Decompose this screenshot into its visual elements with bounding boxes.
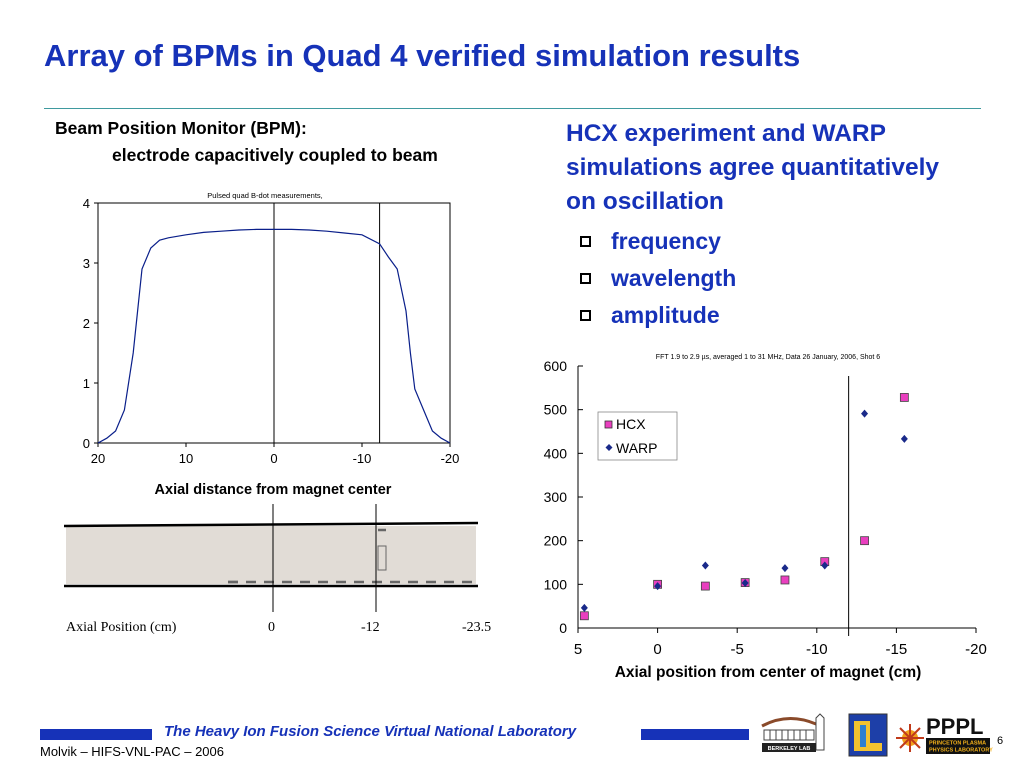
pipe-top-wall [63,521,479,528]
legend: HCX WARP [597,411,678,461]
y-tick-label: 200 [544,533,568,549]
results-heading-line-3: on oscillation [566,188,724,215]
chart-title: Pulsed quad B-dot measurements, [207,191,322,200]
data-point-warp [781,564,789,573]
bpm-electrode-box [377,545,387,571]
legend-label-warp: WARP [616,440,657,456]
data-point-hcx [579,611,589,621]
results-heading-line-1: HCX experiment and WARP [566,120,886,147]
bullet-label: amplitude [611,302,720,328]
bdot-line-chart: Pulsed quad B-dot measurements, 0 1 2 3 4 20 1… [83,191,460,498]
x-axis-label: Axial position from center of magnet (cm… [615,664,922,681]
checkbox-bullet-icon [580,310,591,321]
data-point-warp [900,434,908,443]
x-tick-label: -15 [886,641,908,658]
y-tick-label: 100 [544,576,568,592]
beam-pipe-region [66,526,476,584]
y-tick-label: 1 [83,376,90,391]
page-number: 6 [997,735,1004,747]
bpm-heading: Beam Position Monitor (BPM): [55,118,307,138]
y-tick-label: 0 [83,436,90,451]
data-point-hcx [700,581,710,591]
results-heading-line-2: simulations agree quantitatively [566,154,940,181]
pppl-logo-text: PPPL [926,714,983,739]
axial-tick-minus-23-5: -23.5 [462,620,492,635]
x-tick-label: 0 [653,641,661,658]
data-point-warp [701,561,709,570]
bullet-label: wavelength [611,265,737,291]
data-point-warp [654,582,662,591]
y-tick-label: 500 [544,402,568,418]
x-tick-label: 0 [270,451,277,466]
axial-tick-minus-12: -12 [361,620,380,635]
title-divider [44,108,981,109]
berkeley-lab-logo: BERKELEY LAB [761,713,825,752]
pppl-logo-sub-2: PHYSICS LABORATORY [929,748,993,754]
x-tick-label: -5 [731,641,744,658]
footer-banner-text: The Heavy Ion Fusion Science Virtual Nat… [164,723,577,740]
y-tick-label: 0 [559,620,567,636]
chart-title: FFT 1.9 to 2.9 µs, averaged 1 to 31 MHz,… [656,354,881,361]
legend-marker-hcx [604,420,613,429]
data-point-warp [821,561,829,570]
x-axis-label: Axial distance from magnet center [155,482,392,498]
data-point-hcx [860,536,869,546]
data-point-hcx [899,393,909,402]
slide-title: Array of BPMs in Quad 4 verified simulat… [44,38,801,73]
data-series-line [97,228,451,444]
bullet-wavelength: wavelength [580,265,736,292]
checkbox-bullet-icon [580,273,591,284]
y-tick-label: 2 [83,316,90,331]
x-tick-label: -10 [353,451,372,466]
y-tick-label: 3 [83,256,90,271]
x-tick-label: 20 [91,451,105,466]
bullet-amplitude: amplitude [580,302,720,329]
y-tick-label: 400 [544,445,568,461]
x-tick-label: 10 [179,451,193,466]
axial-tick-0: 0 [268,620,275,635]
footer-bar-left [40,729,152,740]
data-point-hcx [780,575,790,585]
footer-credit: Molvik – HIFS-VNL-PAC – 2006 [40,744,224,759]
footer-bar-right [641,729,749,740]
x-tick-label: -10 [806,641,828,658]
llnl-logo [848,713,888,757]
bpm-subheading: electrode capacitively coupled to beam [112,145,438,165]
bpm-schematic [63,504,479,612]
legend-label-hcx: HCX [616,416,646,432]
x-tick-label: -20 [965,641,987,658]
axial-position-label: Axial Position (cm) [66,620,177,635]
y-tick-label: 600 [544,358,568,374]
bullet-frequency: frequency [580,228,721,255]
bullet-label: frequency [611,228,721,254]
data-point-warp [741,579,749,588]
fft-scatter-chart: FFT 1.9 to 2.9 µs, averaged 1 to 31 MHz,… [544,354,987,681]
pppl-logo: PPPL PRINCETON PLASMA PHYSICS LABORATORY [896,714,993,754]
checkbox-bullet-icon [580,236,591,247]
pppl-logo-sub-1: PRINCETON PLASMA [929,741,986,747]
legend-marker-warp [605,444,613,451]
berkeley-lab-logo-text: BERKELEY LAB [768,746,811,752]
x-tick-label: -20 [441,451,460,466]
x-tick-label: 5 [574,641,582,658]
y-tick-label: 4 [83,196,90,211]
data-point-warp [861,409,869,418]
y-tick-label: 300 [544,489,568,505]
data-point-warp [580,603,588,612]
